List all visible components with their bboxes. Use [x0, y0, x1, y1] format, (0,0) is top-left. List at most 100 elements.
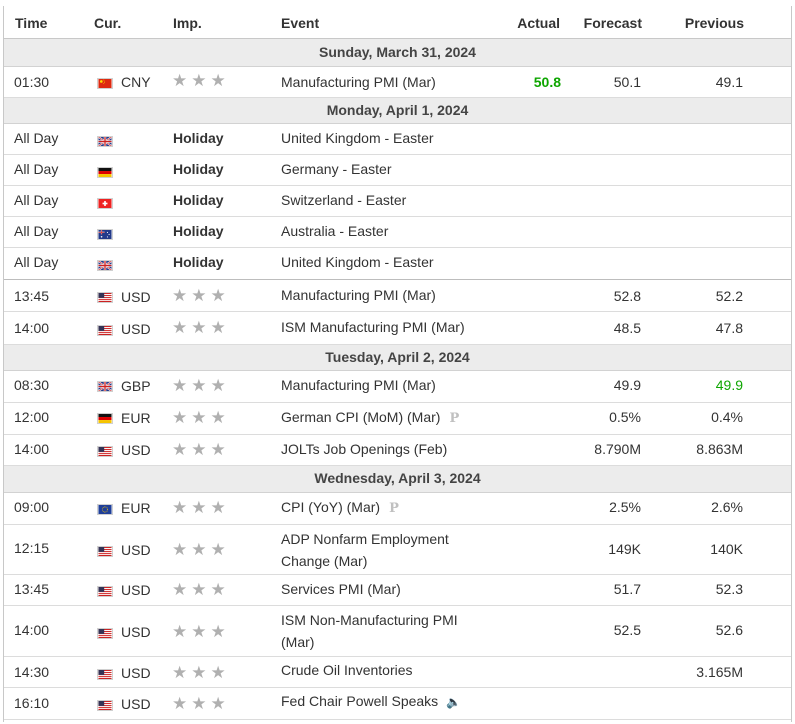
header-currency[interactable]: Cur.: [94, 15, 122, 31]
importance-stars-icon: ★ ★ ★: [172, 622, 226, 641]
table-row[interactable]: All Day Holiday United Kingdom - Easter: [4, 124, 791, 155]
table-row[interactable]: 13:45 USD ★ ★ ★ Manufacturing PMI (Mar) 52…: [4, 280, 791, 312]
event-name[interactable]: Australia - Easter: [281, 223, 389, 239]
header-time[interactable]: Time: [15, 15, 48, 31]
event-name[interactable]: United Kingdom - Easter: [281, 130, 434, 146]
event-time: 14:30: [14, 664, 50, 680]
importance-stars-icon: ★ ★ ★: [172, 580, 226, 599]
currency: USD: [121, 665, 151, 681]
holiday-label: Holiday: [173, 192, 224, 208]
gb-flag-icon: [97, 136, 113, 147]
forecast-value: 2.5%: [609, 499, 641, 515]
event-text-line1: ISM Non-Manufacturing PMI: [281, 612, 458, 628]
table-row[interactable]: 01:30 CNY ★ ★ ★ Manufacturing PMI (Mar) 50…: [4, 67, 791, 98]
currency: EUR: [121, 410, 151, 426]
currency: GBP: [121, 378, 151, 394]
previous-value: 140K: [710, 541, 743, 557]
header-previous[interactable]: Previous: [684, 15, 744, 31]
table-row[interactable]: All Day Holiday Australia - Easter: [4, 217, 791, 248]
forecast-value: 8.790M: [594, 441, 641, 457]
table-row[interactable]: 12:15 USD ★ ★ ★ ADP Nonfarm Employment Chan…: [4, 525, 791, 575]
table-row[interactable]: 14:00 USD ★ ★ ★ ISM Non-Manufacturing PMI (…: [4, 606, 791, 657]
forecast-value: 149K: [608, 541, 641, 557]
us-flag-icon: [97, 446, 113, 457]
event-text-line2: Change (Mar): [281, 553, 368, 569]
us-flag-icon: [97, 669, 113, 680]
importance-stars-icon: ★ ★ ★: [172, 663, 226, 682]
table-row[interactable]: 13:45 USD ★ ★ ★ Services PMI (Mar) 51.7 52…: [4, 575, 791, 606]
economic-calendar-table: Time Cur. Imp. Event Actual Forecast Pre…: [3, 6, 792, 722]
event-name[interactable]: Switzerland - Easter: [281, 192, 407, 208]
table-row[interactable]: 09:00 EUR ★ ★ ★ CPI (YoY) (Mar) P 2.5% 2.6%: [4, 493, 791, 525]
table-row[interactable]: 14:00 USD ★ ★ ★ ISM Manufacturing PMI (Mar…: [4, 312, 791, 345]
day-header: Monday, April 1, 2024: [4, 98, 791, 124]
event-name[interactable]: CPI (YoY) (Mar) P: [281, 496, 399, 520]
currency: CNY: [121, 74, 151, 90]
event-time: 14:00: [14, 320, 50, 336]
event-name[interactable]: United Kingdom - Easter: [281, 254, 434, 270]
importance-stars-icon: ★ ★ ★: [172, 318, 226, 337]
event-name[interactable]: Services PMI (Mar): [281, 581, 401, 597]
event-time: All Day: [14, 192, 59, 208]
ch-flag-icon: [97, 198, 113, 209]
forecast-value: 52.8: [613, 288, 641, 304]
forecast-value: 51.7: [613, 581, 641, 597]
header-event[interactable]: Event: [281, 15, 320, 31]
previous-value: 52.6: [715, 622, 743, 638]
event-time: 12:15: [14, 540, 50, 556]
event-name[interactable]: Manufacturing PMI (Mar): [281, 377, 436, 393]
event-time: 14:00: [14, 622, 50, 638]
holiday-label: Holiday: [173, 223, 224, 239]
event-text: Fed Chair Powell Speaks: [281, 693, 439, 709]
header-importance[interactable]: Imp.: [173, 15, 202, 31]
importance-stars-icon: ★ ★ ★: [172, 498, 226, 517]
event-name[interactable]: ADP Nonfarm Employment Change (Mar): [281, 528, 449, 572]
previous-value: 2.6%: [711, 499, 743, 515]
event-time: 16:10: [14, 695, 50, 711]
table-row[interactable]: 14:00 USD ★ ★ ★ JOLTs Job Openings (Feb) 8…: [4, 435, 791, 466]
table-row[interactable]: 08:30 GBP ★ ★ ★ Manufacturing PMI (Mar) 49…: [4, 371, 791, 403]
header-actual[interactable]: Actual: [517, 15, 560, 31]
speaker-icon[interactable]: 🔈: [446, 695, 462, 709]
event-name[interactable]: Manufacturing PMI (Mar): [281, 287, 436, 303]
currency: EUR: [121, 500, 151, 516]
day-header: Sunday, March 31, 2024: [4, 39, 791, 67]
event-name[interactable]: Germany - Easter: [281, 161, 392, 177]
day-label: Sunday, March 31, 2024: [319, 44, 476, 60]
currency: USD: [121, 582, 151, 598]
us-flag-icon: [97, 546, 113, 557]
us-flag-icon: [97, 325, 113, 336]
forecast-value: 50.1: [613, 74, 641, 90]
event-name[interactable]: Crude Oil Inventories: [281, 662, 413, 678]
currency: USD: [121, 289, 151, 305]
event-name[interactable]: German CPI (MoM) (Mar) P: [281, 406, 459, 430]
event-time: 08:30: [14, 377, 50, 393]
table-row[interactable]: 14:30 USD ★ ★ ★ Crude Oil Inventories 3.16…: [4, 657, 791, 688]
event-text: CPI (YoY) (Mar): [281, 499, 381, 515]
event-time: 01:30: [14, 74, 50, 90]
holiday-label: Holiday: [173, 254, 224, 270]
preliminary-badge-icon: P: [449, 411, 460, 426]
table-row[interactable]: 16:10 USD ★ ★ ★ Fed Chair Powell Speaks 🔈: [4, 688, 791, 720]
de-flag-icon: [97, 167, 113, 178]
table-row[interactable]: 12:00 EUR ★ ★ ★ German CPI (MoM) (Mar) P 0.…: [4, 403, 791, 435]
table-row[interactable]: All Day Holiday Germany - Easter: [4, 155, 791, 186]
event-name[interactable]: ISM Manufacturing PMI (Mar): [281, 319, 465, 335]
header-forecast[interactable]: Forecast: [583, 15, 642, 31]
forecast-value: 48.5: [613, 320, 641, 336]
table-row[interactable]: All Day Holiday United Kingdom - Easter: [4, 248, 791, 280]
event-name[interactable]: Fed Chair Powell Speaks 🔈: [281, 690, 461, 713]
importance-stars-icon: ★ ★ ★: [172, 540, 226, 559]
importance-stars-icon: ★ ★ ★: [172, 71, 226, 90]
table-header: Time Cur. Imp. Event Actual Forecast Pre…: [4, 6, 791, 39]
event-name[interactable]: Manufacturing PMI (Mar): [281, 74, 436, 90]
previous-value: 52.3: [715, 581, 743, 597]
event-name[interactable]: JOLTs Job Openings (Feb): [281, 441, 448, 457]
table-row[interactable]: All Day Holiday Switzerland - Easter: [4, 186, 791, 217]
forecast-value: 52.5: [613, 622, 641, 638]
event-name[interactable]: ISM Non-Manufacturing PMI (Mar): [281, 609, 458, 653]
currency: USD: [121, 624, 151, 640]
previous-value: 3.165M: [696, 664, 743, 680]
event-text: German CPI (MoM) (Mar): [281, 409, 441, 425]
holiday-label: Holiday: [173, 130, 224, 146]
